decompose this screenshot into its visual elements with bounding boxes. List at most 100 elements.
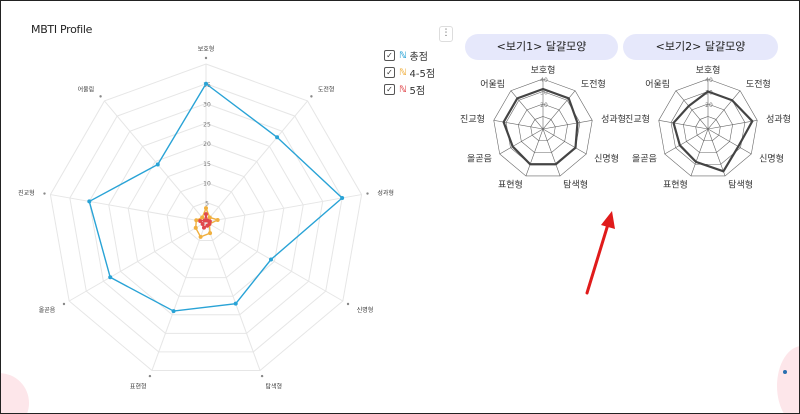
grid-spoke — [525, 128, 544, 177]
decorative-blob-right — [777, 346, 799, 413]
grid-spoke — [205, 221, 261, 371]
grid-ring — [518, 103, 568, 153]
series-line — [502, 87, 579, 166]
data-point — [207, 215, 212, 220]
data-point — [194, 218, 199, 223]
grid-ring — [493, 78, 593, 177]
axis-label: 성과형 — [766, 114, 791, 125]
axis-dot — [346, 302, 350, 306]
data-point — [204, 81, 208, 86]
legend-item-5[interactable]: ✓ ℕ 5점 — [384, 81, 435, 98]
data-point — [208, 231, 213, 236]
example1-pill: <보기1> 달걀모양 — [465, 34, 618, 60]
grid-spoke — [205, 194, 362, 223]
legend-label: 4-5점 — [409, 69, 436, 80]
axis-dot — [148, 374, 152, 378]
axis-dot — [43, 192, 46, 195]
axis-dot — [204, 56, 208, 60]
grid-spoke — [510, 90, 544, 130]
checkbox-icon[interactable]: ✓ — [384, 50, 395, 61]
legend-item-4-5[interactable]: ✓ ℕ 4-5점 — [384, 64, 435, 81]
grid-spoke — [104, 100, 207, 223]
series-line — [672, 90, 754, 173]
example2-pill: <보기2> 달걀모양 — [623, 34, 778, 60]
grid-spoke — [707, 90, 741, 130]
data-point — [171, 309, 176, 314]
grid-ring — [670, 91, 746, 165]
checkbox-icon[interactable]: ✓ — [384, 84, 395, 95]
axis-label: 표현형 — [498, 179, 523, 190]
grid-spoke — [205, 100, 308, 223]
grid-spoke — [658, 120, 709, 130]
legend-item-total[interactable]: ✓ ℕ 총점 — [384, 47, 435, 64]
data-point — [198, 218, 203, 223]
grid-ring — [147, 162, 265, 279]
grid-spoke — [542, 128, 561, 177]
grid-spoke — [542, 128, 587, 155]
axis-label: 어울림 — [480, 78, 505, 90]
grid-ring — [683, 103, 733, 153]
tick-label: 40 — [705, 77, 713, 84]
axis-label: 보호형 — [531, 65, 556, 76]
grid-spoke — [707, 120, 758, 130]
axis-label: 어울림 — [645, 78, 670, 90]
tick-label: 40 — [540, 77, 548, 84]
legend-label: 총점 — [409, 52, 428, 63]
axis-label: 신명형 — [594, 154, 619, 165]
tick-label: 10 — [203, 181, 211, 188]
data-point — [204, 206, 208, 211]
data-point — [200, 221, 205, 226]
axis-dot — [260, 374, 264, 378]
axis-dot — [99, 95, 102, 98]
grid-spoke — [690, 128, 709, 177]
axis-dot — [62, 302, 66, 306]
data-point — [340, 195, 345, 200]
grid-spoke — [707, 128, 726, 177]
tick-label: 30 — [540, 90, 548, 97]
more-options-icon[interactable]: ⋮ — [439, 26, 453, 42]
axis-label: 도전형 — [746, 79, 771, 90]
grid-spoke — [151, 221, 207, 371]
axis-label: 올곧음 — [632, 154, 657, 165]
axis-dot — [366, 192, 369, 195]
grid-spoke — [664, 128, 709, 155]
main-radar-chart: 5101520253035보호형도전형성과형신명형탐색형표현형올곧음진교형어울림 — [18, 45, 394, 391]
data-point — [205, 223, 210, 228]
grid-ring — [186, 201, 226, 242]
tick-label: 20 — [203, 141, 211, 148]
axis-label: 올곧음 — [467, 154, 492, 165]
axis-label: 신명형 — [759, 154, 784, 165]
checkbox-icon[interactable]: ✓ — [384, 67, 395, 78]
axis-label: 표현형 — [130, 383, 147, 391]
data-point — [108, 275, 113, 280]
axis-label: 보호형 — [198, 45, 215, 53]
grid-spoke — [542, 90, 576, 130]
axis-label: 어울림 — [78, 86, 95, 94]
red-arrow-icon — [585, 211, 615, 295]
axis-label: 탐색형 — [728, 178, 753, 190]
axis-label: 진교형 — [18, 189, 35, 197]
data-point — [275, 135, 280, 140]
series-line-icon: ℕ — [399, 50, 407, 61]
grid-spoke — [205, 221, 344, 302]
data-point — [155, 162, 160, 167]
grid-ring — [530, 116, 556, 142]
grid-spoke — [50, 194, 207, 223]
axis-label: 탐색형 — [563, 178, 588, 190]
axis-label: 탐색형 — [266, 383, 283, 391]
grid-ring — [166, 181, 246, 260]
axis-label: 표현형 — [663, 179, 688, 190]
grid-ring — [49, 63, 363, 371]
grid-spoke — [542, 120, 593, 130]
data-point — [202, 218, 207, 223]
series-line-icon: ℕ — [399, 84, 407, 95]
axis-label: 도전형 — [318, 86, 335, 94]
data-point — [268, 257, 273, 262]
grid-spoke — [675, 90, 709, 130]
tick-label: 15 — [203, 161, 211, 168]
axis-dot — [310, 95, 313, 98]
axis-label: 도전형 — [581, 79, 606, 90]
axis-label: 진교형 — [460, 114, 485, 125]
